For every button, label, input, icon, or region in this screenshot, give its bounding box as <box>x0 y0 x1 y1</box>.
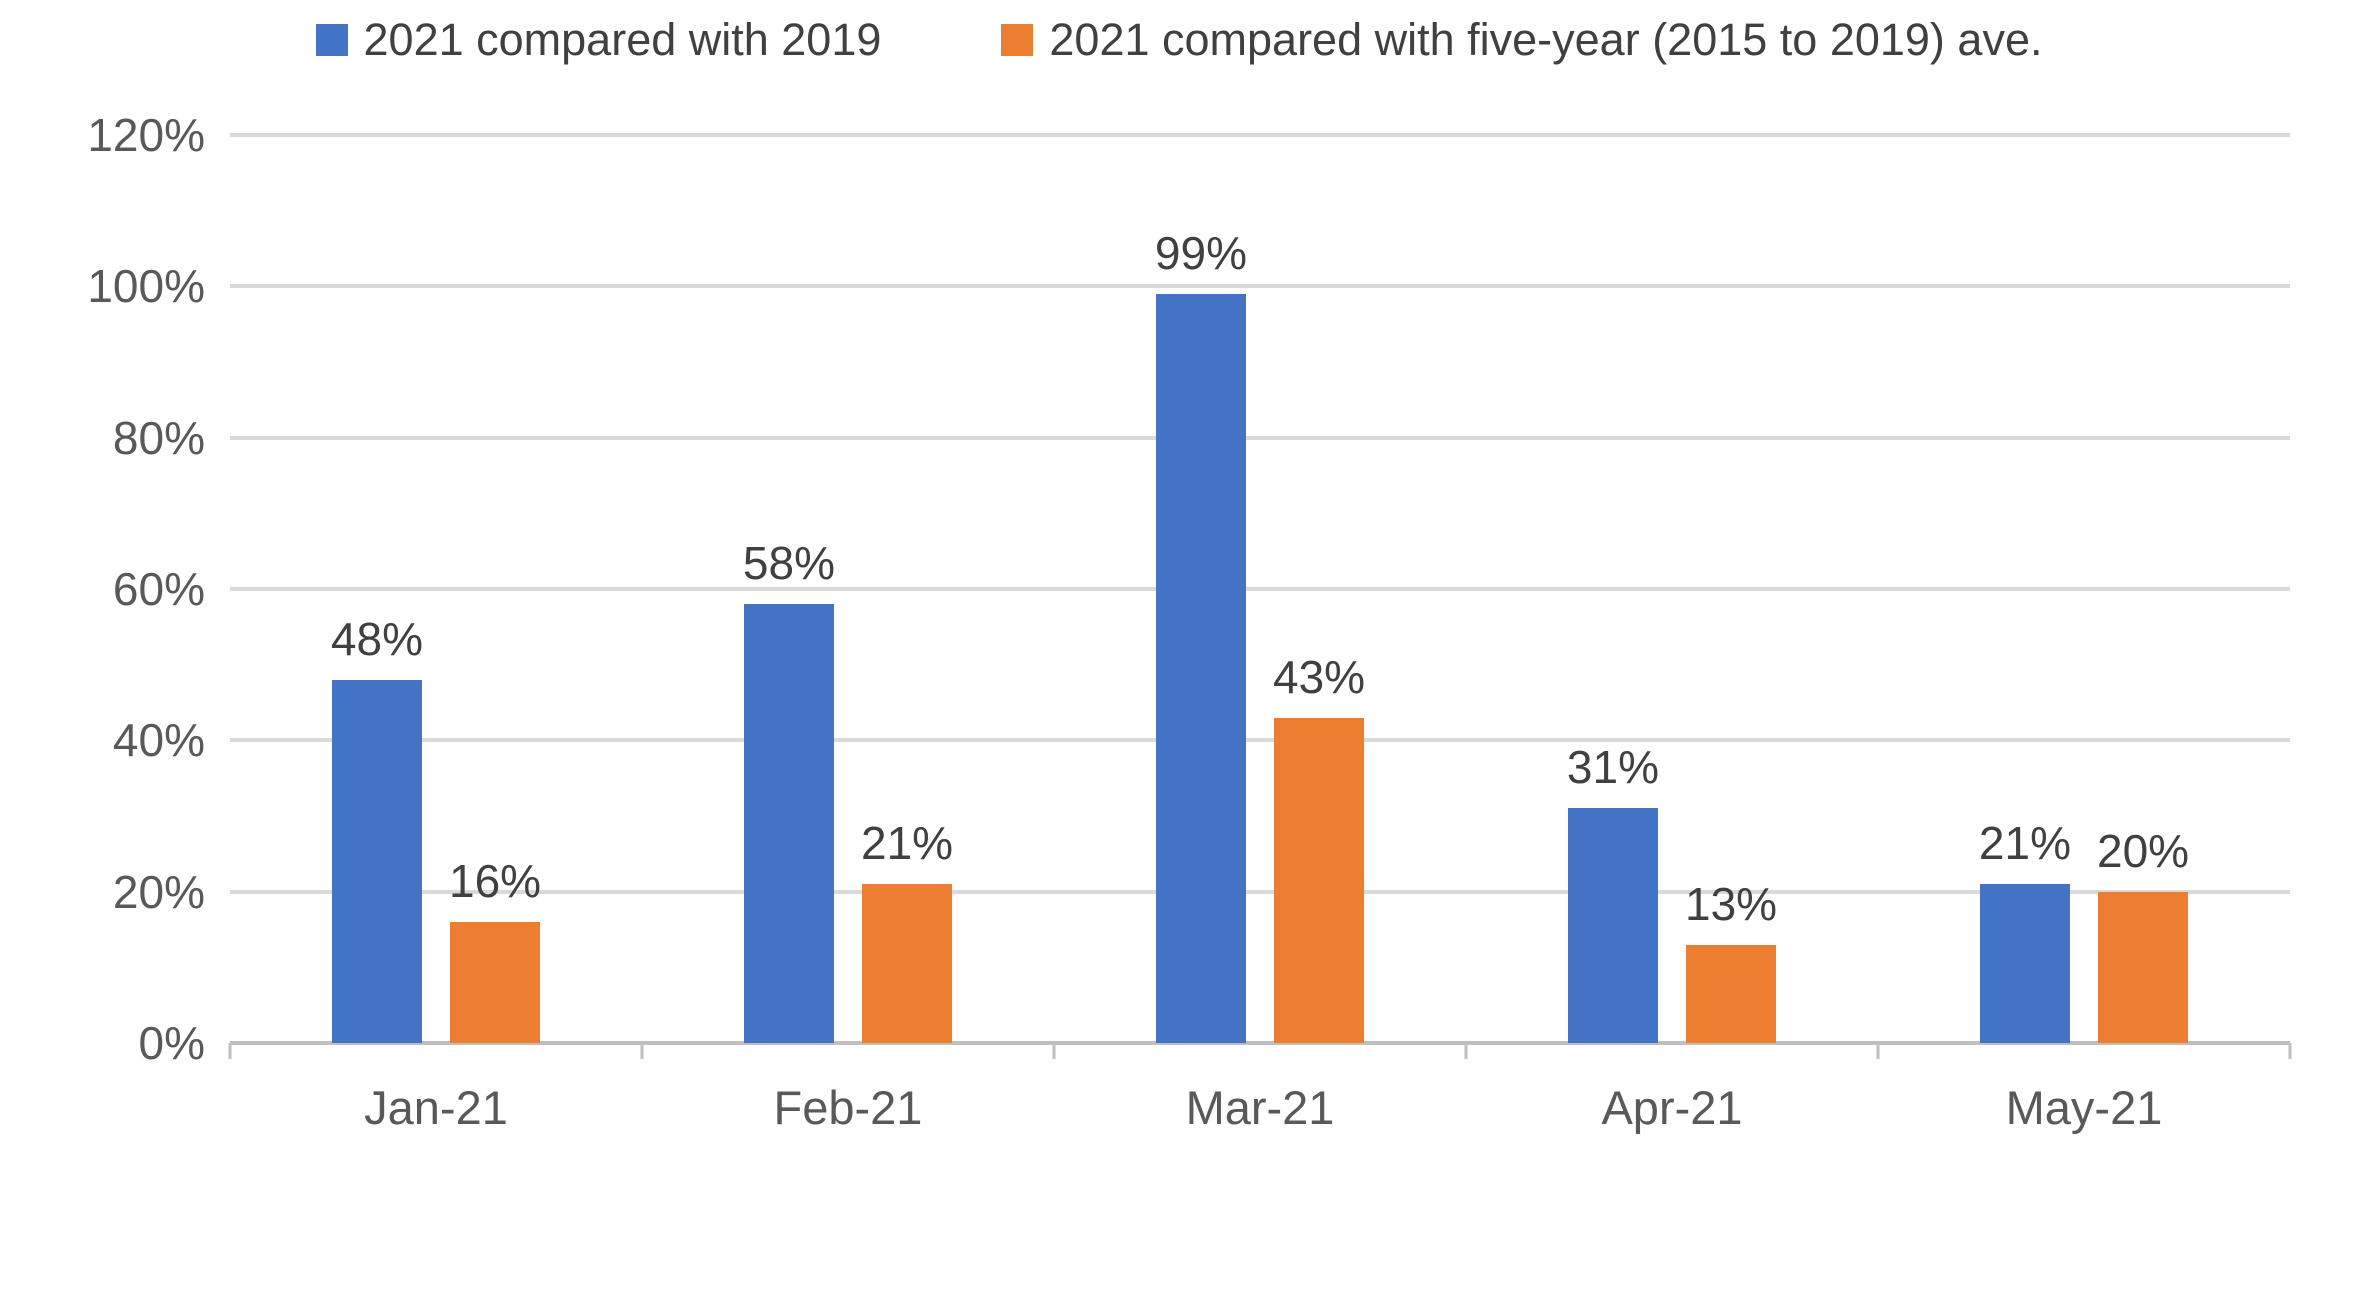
x-axis-tick-mark <box>1464 1043 1468 1059</box>
x-axis-tick-mark <box>1876 1043 1880 1059</box>
bar-wrap: 99% <box>1155 135 1247 1043</box>
bar-value-label: 99% <box>1154 226 1247 279</box>
bar-wrap: 31% <box>1567 135 1659 1043</box>
bar-Jan-21-series2 <box>450 921 541 1043</box>
bar-value-label: 21% <box>1978 817 2071 870</box>
legend-label-series2: 2021 compared with five-year (2015 to 20… <box>1049 14 2043 65</box>
bar-wrap: 21% <box>1979 135 2071 1043</box>
legend: 2021 compared with 2019 2021 compared wi… <box>0 14 2358 66</box>
legend-item-series1: 2021 compared with 2019 <box>315 14 882 66</box>
y-axis-tick-label: 120% <box>87 109 205 161</box>
plot-area: 48% 16% 58% 21% 99% 43% 31% 13% 21% 20% <box>228 133 2292 1059</box>
bar-wrap: 20% <box>2097 135 2189 1043</box>
bar-group-Apr-21: 31% 13% <box>1466 135 1878 1043</box>
bar-Feb-21-series1 <box>743 604 834 1043</box>
x-axis-tick-mark <box>228 1043 232 1059</box>
bar-value-label: 16% <box>449 854 542 907</box>
x-axis-label-Jan-21: Jan-21 <box>364 1081 508 1134</box>
legend-swatch-icon-series1 <box>315 24 348 56</box>
gridline-40 <box>230 738 2290 743</box>
bar-value-label: 31% <box>1566 741 1659 794</box>
legend-item-series2: 2021 compared with five-year (2015 to 20… <box>1001 14 2042 66</box>
bar-Apr-21-series2 <box>1686 944 1777 1043</box>
bar-Mar-21-series1 <box>1155 293 1246 1043</box>
gridline-100 <box>230 284 2290 289</box>
x-axis-label-Mar-21: Mar-21 <box>1185 1081 1335 1134</box>
bar-Mar-21-series2 <box>1274 717 1365 1043</box>
bar-wrap: 48% <box>331 135 423 1043</box>
y-axis-tick-label: 20% <box>112 865 205 918</box>
bar-groups: 48% 16% 58% 21% 99% 43% 31% 13% 21% 20% <box>230 135 2290 1043</box>
x-axis-line <box>230 1041 2290 1045</box>
bar-value-label: 58% <box>742 537 835 590</box>
x-axis-tick-mark <box>2288 1043 2292 1059</box>
legend-swatch-icon-series2 <box>1001 24 1034 56</box>
bar-May-21-series1 <box>1979 884 2070 1043</box>
x-axis-tick-mark <box>640 1043 644 1059</box>
bar-May-21-series2 <box>2098 891 2189 1043</box>
bar-wrap: 13% <box>1685 135 1777 1043</box>
x-axis: Jan-21 Feb-21 Mar-21 Apr-21 May-21 <box>230 1080 2290 1135</box>
legend-label-series1: 2021 compared with 2019 <box>363 14 882 65</box>
gridline-120 <box>230 133 2290 137</box>
y-axis-tick-label: 60% <box>112 563 205 615</box>
y-axis-tick-label: 40% <box>112 714 205 767</box>
bar-value-label: 20% <box>2097 824 2190 877</box>
bar-value-label: 21% <box>861 817 954 870</box>
x-axis-label-Apr-21: Apr-21 <box>1601 1081 1743 1134</box>
bar-group-Jan-21: 48% 16% <box>230 135 642 1043</box>
bar-value-label: 43% <box>1273 650 1366 703</box>
bar-group-May-21: 21% 20% <box>1878 135 2290 1043</box>
bar-value-label: 48% <box>330 612 423 665</box>
bar-wrap: 16% <box>449 135 541 1043</box>
bar-value-label: 13% <box>1685 877 1778 930</box>
bar-Apr-21-series1 <box>1567 808 1658 1043</box>
y-axis-tick-label: 0% <box>138 1017 205 1069</box>
bar-wrap: 43% <box>1273 135 1365 1043</box>
x-axis-label-Feb-21: Feb-21 <box>773 1081 923 1134</box>
bar-group-Feb-21: 58% 21% <box>642 135 1054 1043</box>
y-axis-tick-label: 80% <box>112 411 205 464</box>
y-axis: 0% 20% 40% 60% 80% 100% 120% <box>0 109 205 1069</box>
gridline-60 <box>230 587 2290 591</box>
y-axis-tick-label: 100% <box>87 260 205 313</box>
bar-wrap: 58% <box>743 135 835 1043</box>
bar-wrap: 21% <box>861 135 953 1043</box>
x-axis-label-May-21: May-21 <box>2005 1081 2163 1134</box>
x-axis-tick-mark <box>1052 1043 1056 1059</box>
bar-Jan-21-series1 <box>331 679 422 1043</box>
gridline-80 <box>230 435 2290 440</box>
bar-Feb-21-series2 <box>862 884 953 1043</box>
bar-group-Mar-21: 99% 43% <box>1054 135 1466 1043</box>
gridline-20 <box>230 889 2290 894</box>
